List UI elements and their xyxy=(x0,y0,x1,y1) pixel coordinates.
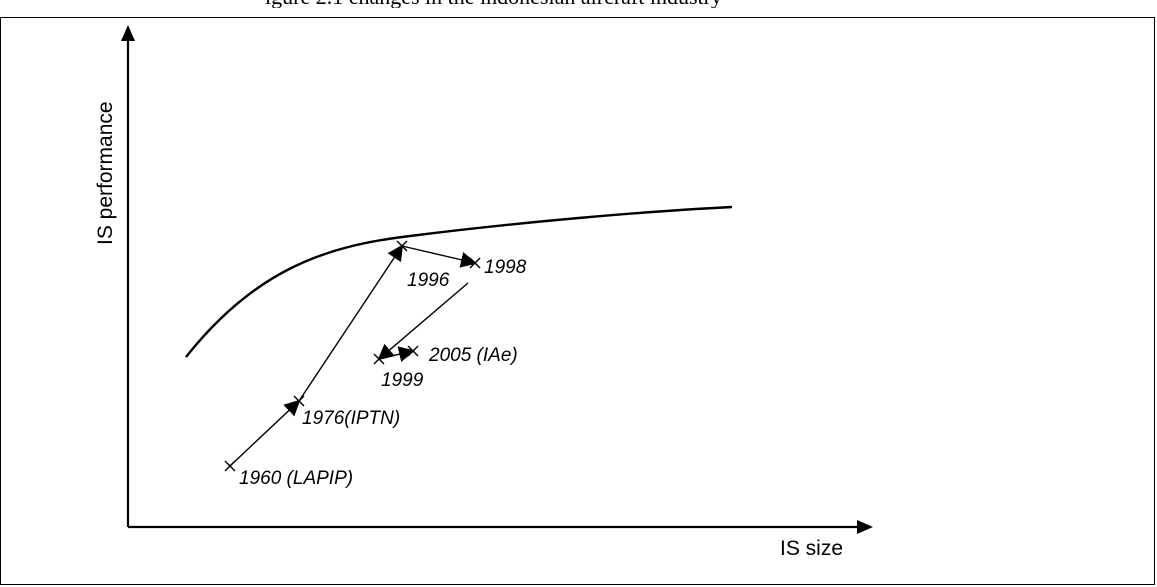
cropped-caption-text: igure 2.1 changes in the indonesian airc… xyxy=(265,0,722,8)
y-axis-arrow-icon xyxy=(121,25,135,41)
arrow-1960-to-1976 xyxy=(229,399,301,467)
point-marker-2005 xyxy=(407,345,419,357)
x-axis-label: IS size xyxy=(780,537,843,560)
point-label-1996: 1996 xyxy=(407,270,450,291)
arrow-1976-to-1996 xyxy=(298,244,404,402)
y-axis-label: IS performance xyxy=(94,101,117,245)
point-marker-1999 xyxy=(373,353,385,365)
point-label-2005: 2005 (IAe) xyxy=(428,345,518,366)
arrow-1998-to-1999 xyxy=(377,282,469,361)
point-marker-1976 xyxy=(293,395,305,407)
arrow-1996-to-1998 xyxy=(401,245,477,268)
cropped-caption: igure 2.1 changes in the indonesian airc… xyxy=(0,0,1157,8)
point-label-1960: 1960 (LAPIP) xyxy=(239,468,353,489)
performance-curve xyxy=(185,205,733,358)
arrow-1999-to-2005 xyxy=(378,346,415,362)
point-marker-1960 xyxy=(224,460,236,472)
point-marker-1996 xyxy=(396,240,408,252)
x-axis-arrow-icon xyxy=(857,520,873,534)
figure-frame xyxy=(0,17,1155,585)
point-label-1999: 1999 xyxy=(381,370,424,391)
point-label-1998: 1998 xyxy=(484,257,527,278)
point-marker-1998 xyxy=(469,257,481,269)
point-label-1976: 1976(IPTN) xyxy=(302,408,400,429)
